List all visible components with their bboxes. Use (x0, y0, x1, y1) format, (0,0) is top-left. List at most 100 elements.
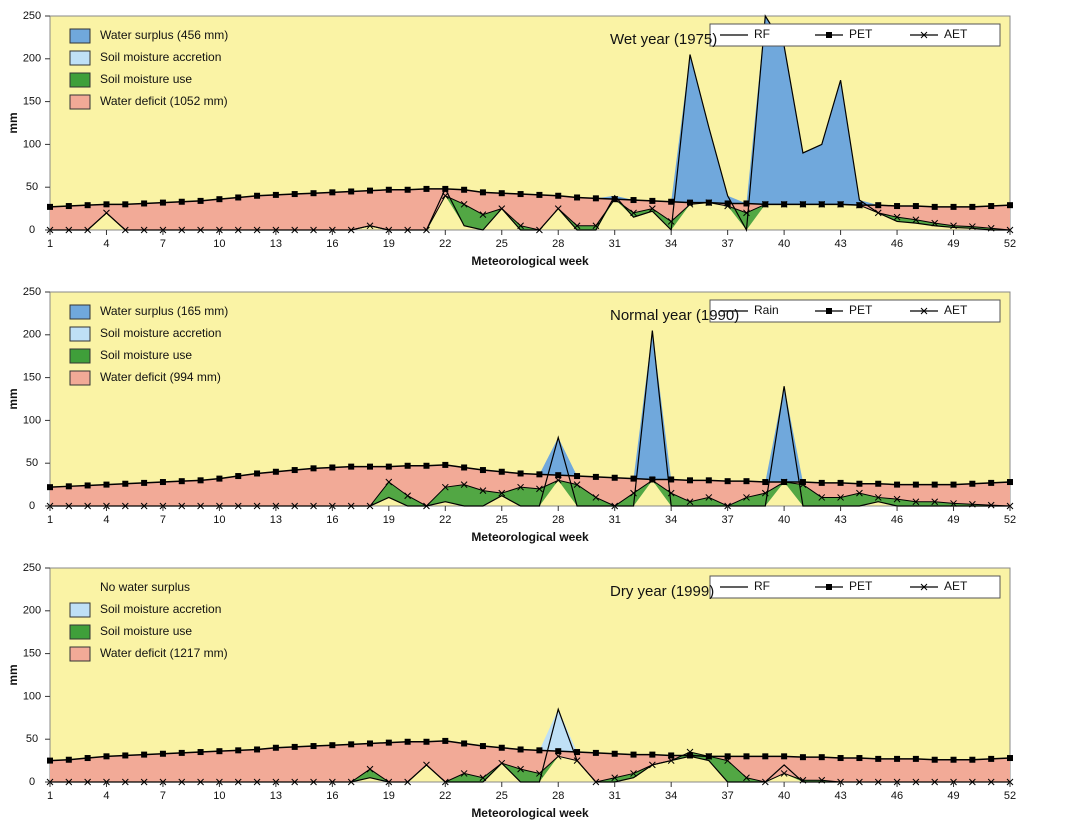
pet-marker (517, 470, 524, 477)
legend-line-label: RF (754, 27, 770, 41)
pet-marker (649, 476, 656, 483)
legend-area-label: Water deficit (1217 mm) (100, 646, 228, 660)
aet-marker (743, 209, 750, 217)
aet-marker (460, 481, 468, 488)
y-tick-label: 100 (23, 414, 41, 426)
legend-area-swatch (69, 28, 91, 44)
aet-marker (347, 778, 355, 786)
pet-marker (856, 480, 863, 487)
aet-marker (893, 213, 901, 221)
y-tick-label: 150 (23, 648, 41, 660)
pet-marker (47, 484, 53, 491)
aet-marker (592, 494, 600, 501)
aet-marker (667, 218, 675, 225)
aet-marker (611, 774, 619, 782)
x-tick-label: 28 (552, 790, 564, 802)
pet-marker (536, 191, 543, 198)
aet-marker (310, 226, 317, 234)
x-tick-label: 31 (609, 238, 621, 250)
pet-marker (216, 196, 223, 203)
y-tick-label: 100 (23, 690, 41, 702)
pet-marker (216, 475, 223, 482)
pet-marker (687, 199, 693, 206)
aet-marker (347, 226, 355, 234)
pet-marker (762, 479, 769, 486)
pet-marker (103, 481, 110, 488)
pet-marker (649, 197, 656, 204)
pet-marker (743, 200, 750, 207)
aet-marker (253, 502, 261, 510)
legend-area-swatch (69, 50, 91, 66)
x-tick-label: 13 (270, 790, 282, 802)
pet-marker (969, 203, 976, 210)
aet-marker (498, 759, 506, 767)
chart-panel-2 (45, 291, 1014, 511)
aet-marker (121, 778, 129, 786)
legend-area-swatch (69, 370, 91, 386)
pet-marker (950, 481, 957, 488)
pet-marker (197, 749, 204, 756)
y-tick-label: 50 (26, 733, 38, 745)
x-tick-label: 28 (552, 514, 564, 526)
aet-marker (121, 502, 129, 510)
x-axis-label: Meteorological week (471, 530, 589, 544)
pet-marker (291, 743, 298, 750)
aet-marker (366, 222, 374, 230)
pet-marker (367, 463, 373, 470)
pet-marker (423, 462, 430, 469)
x-tick-label: 49 (947, 790, 959, 802)
pet-marker (348, 741, 355, 748)
pet-marker (65, 203, 72, 210)
aet-line (50, 479, 1011, 507)
aet-marker (630, 489, 637, 497)
pet-marker (103, 201, 110, 208)
pet-marker (799, 754, 806, 761)
aet-marker (799, 776, 807, 784)
x-tick-label: 16 (326, 514, 338, 526)
pet-marker (235, 747, 242, 754)
aet-marker (950, 222, 957, 230)
soil-moisture-use-area (50, 480, 1010, 506)
pet-marker (122, 201, 129, 208)
legend-area-swatch (69, 304, 91, 320)
aet-marker (968, 500, 976, 508)
pet-marker (310, 743, 317, 750)
x-tick-label: 19 (383, 790, 395, 802)
pet-marker (329, 464, 336, 471)
pet-marker (385, 463, 392, 470)
legend-pet-marker (826, 32, 832, 38)
pet-marker (912, 203, 919, 210)
aet-marker (291, 226, 299, 234)
pet-marker (818, 479, 825, 486)
aet-marker (536, 485, 543, 493)
x-tick-label: 4 (103, 238, 109, 250)
aet-marker (554, 752, 562, 760)
aet-marker (780, 770, 788, 777)
x-tick-label: 19 (383, 238, 395, 250)
y-tick-label: 200 (23, 329, 41, 341)
y-tick-label: 150 (23, 372, 41, 384)
aet-marker (968, 778, 976, 786)
pet-marker (178, 749, 185, 756)
pet-marker (1007, 202, 1013, 209)
aet-marker (479, 774, 487, 782)
aet-marker (987, 778, 995, 786)
pet-marker (254, 746, 261, 753)
y-tick-label: 0 (29, 500, 35, 512)
pet-marker (724, 753, 731, 760)
pet-marker (159, 750, 166, 757)
x-tick-label: 37 (722, 790, 734, 802)
pet-marker (743, 478, 750, 485)
legend-area-label: Water deficit (994 mm) (100, 370, 221, 384)
x-tick-label: 46 (891, 790, 903, 802)
aet-marker (950, 500, 957, 507)
y-tick-label: 250 (23, 286, 41, 298)
aet-marker (554, 205, 562, 212)
plot-area (49, 567, 1011, 783)
soil-moisture-use-area (50, 752, 1010, 782)
aet-marker (253, 778, 261, 786)
pet-marker (329, 742, 336, 749)
pet-marker (65, 483, 72, 490)
aet-marker (912, 498, 920, 506)
